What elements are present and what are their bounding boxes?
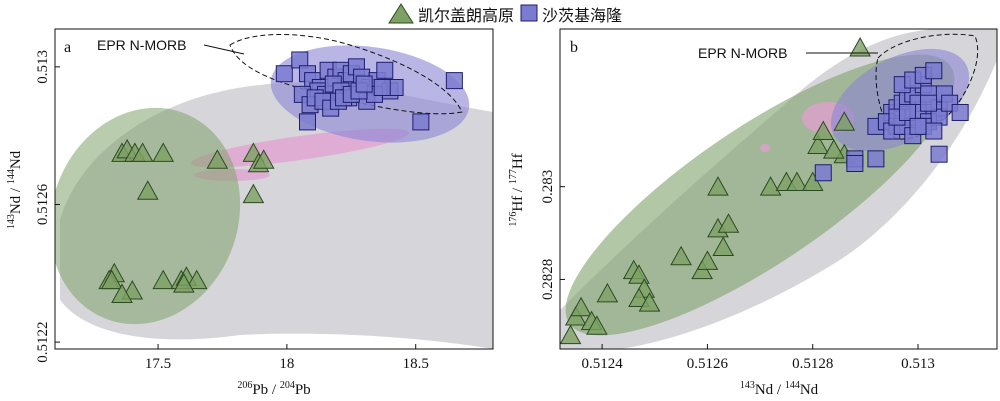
panel-a-x-axis-label: 206Pb / 204Pb: [237, 380, 310, 398]
legend: 凯尔盖朗高原 沙茨基海隆: [388, 3, 622, 25]
shatsky-square-point: [373, 78, 391, 96]
panel-a-annotation-leader: [203, 44, 245, 55]
panel-b-x-tick-label: 0.513: [901, 356, 935, 372]
panel-a-x-tick-label: 18.5: [403, 356, 429, 372]
panel-a-annotation: EPR N-MORB: [97, 37, 186, 53]
panel-b-y-tick-label: 0.2828: [540, 259, 556, 300]
panel-b-marks: [559, 37, 969, 345]
shatsky-square-point: [920, 94, 938, 112]
shatsky-square-point: [814, 164, 832, 182]
kerguelen-triangle-point: [100, 269, 123, 290]
kerguelen-triangle-point: [172, 273, 195, 293]
shatsky-square-point: [925, 122, 943, 140]
shatsky-square-point: [925, 62, 943, 80]
kerguelen-triangle-point: [152, 269, 175, 290]
shatsky-square-point: [376, 61, 394, 79]
panel-b: 0.5124 0.5126 0.5128 0.513 0.2828 0.283 b EP…: [508, 28, 998, 398]
kerguelen-triangle-point: [717, 213, 740, 233]
panel-b-pink-field-2: [760, 144, 770, 152]
shatsky-square-point: [298, 113, 316, 131]
legend-triangle-marker: [388, 3, 414, 24]
shatsky-square-point: [951, 103, 969, 121]
panel-a-label: a: [64, 39, 71, 56]
panel-b-x-tick-label: 0.5124: [581, 356, 623, 372]
shatsky-square-point: [445, 72, 463, 90]
shatsky-square-point: [355, 75, 373, 93]
kerguelen-triangle-point: [849, 37, 871, 57]
panel-a: 17.5 18 18.5 0.5122 0.5126 0.513 a EPR N-MOR…: [6, 28, 494, 398]
panel-a-y-axis-label: 143Nd / 144Nd: [6, 150, 24, 229]
kerguelen-triangle-point: [152, 142, 175, 162]
panel-b-y-tick-label: 0.283: [540, 170, 556, 204]
panel-b-annotation: EPR N-MORB: [698, 45, 787, 61]
panel-a-y-tick-label: 0.5126: [35, 183, 51, 225]
shatsky-square-point: [930, 145, 948, 163]
panel-b-x-ticks: 0.5124 0.5126 0.5128 0.513: [581, 344, 935, 372]
kerguelen-triangle-point: [833, 111, 856, 131]
shatsky-square-point: [275, 65, 293, 83]
kerguelen-triangle-point: [136, 180, 159, 200]
panel-b-y-ticks: 0.2828 0.283: [540, 170, 565, 300]
panel-a-frame: [54, 28, 494, 350]
legend-label-kerguelen: 凯尔盖朗高原: [418, 6, 514, 25]
kerguelen-triangle-point: [596, 282, 619, 303]
panel-b-x-axis-label: 143Nd / 144Nd: [740, 380, 819, 398]
shatsky-square-point: [846, 154, 864, 172]
panel-a-epr-field-outline: [229, 34, 463, 115]
kerguelen-triangle-point: [759, 176, 782, 196]
panel-b-label: b: [570, 39, 578, 56]
kerguelen-triangle-point: [822, 139, 845, 159]
kerguelen-triangle-point: [242, 183, 265, 204]
kerguelen-triangle-point: [570, 296, 592, 317]
kerguelen-triangle-point: [628, 287, 650, 307]
panel-b-y-axis-label: 176Hf / 177Hf: [508, 153, 526, 226]
kerguelen-triangle-point: [801, 171, 824, 192]
kerguelen-triangle-point: [111, 283, 133, 303]
kerguelen-triangle-point: [812, 120, 835, 141]
panel-a-marks: [98, 51, 463, 303]
legend-label-shatsky: 沙茨基海隆: [542, 6, 622, 25]
kerguelen-triangle-point: [586, 315, 608, 335]
kerguelen-triangle-point: [206, 149, 229, 169]
shatsky-square-point: [412, 113, 430, 131]
panel-b-frame: [559, 28, 998, 350]
kerguelen-triangle-point: [786, 171, 808, 192]
panel-a-y-tick-label: 0.513: [35, 50, 51, 84]
shatsky-square-point: [909, 117, 927, 135]
kerguelen-triangle-point: [131, 142, 154, 162]
panel-a-x-tick-label: 18: [279, 356, 294, 372]
panel-b-x-tick-label: 0.5126: [687, 356, 729, 372]
kerguelen-triangle-point: [707, 176, 729, 196]
kerguelen-triangle-point: [559, 324, 582, 345]
shatsky-square-point: [898, 103, 916, 121]
shatsky-square-point: [867, 150, 885, 168]
kerguelen-triangle-point: [638, 292, 661, 312]
panel-a-y-ticks: 0.5122 0.5126 0.513: [35, 50, 60, 363]
kerguelen-triangle-point: [185, 269, 208, 290]
panel-a-x-tick-label: 17.5: [145, 356, 171, 372]
kerguelen-triangle-point: [712, 236, 735, 256]
panel-a-y-tick-label: 0.5122: [35, 321, 51, 362]
kerguelen-triangle-point: [670, 245, 692, 266]
kerguelen-triangle-point: [252, 149, 275, 169]
panel-b-x-tick-label: 0.5128: [792, 356, 833, 372]
panel-a-x-ticks: 17.5 18 18.5: [145, 344, 429, 372]
panel-a-green-field: [55, 107, 241, 325]
legend-square-marker: [520, 4, 538, 22]
kerguelen-triangle-point: [696, 250, 719, 270]
kerguelen-triangle-point: [807, 134, 829, 154]
